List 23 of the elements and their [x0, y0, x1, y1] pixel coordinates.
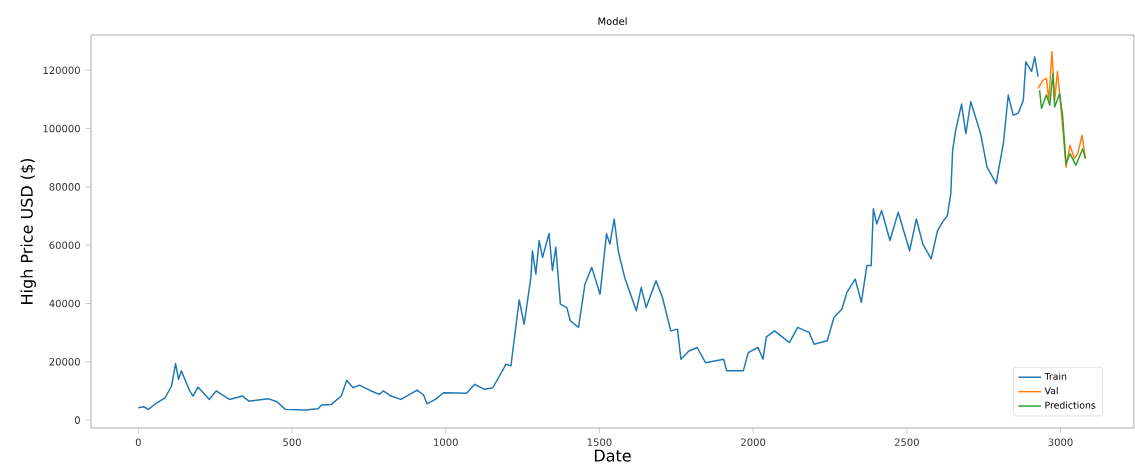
x-tick-label: 1000	[434, 438, 458, 446]
y-tick-label: 120000	[43, 66, 80, 75]
y-tick-label: 60000	[49, 241, 80, 249]
line-series	[1037, 50, 1087, 168]
x-axis-title: Date	[594, 449, 631, 462]
x-tick-label: 3000	[1048, 438, 1073, 446]
chart-title: Model	[598, 17, 627, 25]
line-series	[137, 56, 1039, 411]
y-tick-label: 100000	[43, 124, 80, 133]
x-tick-label: 500	[283, 438, 301, 446]
y-axis-title: High Price USD ($)	[20, 158, 36, 304]
x-tick-label: 2500	[894, 438, 919, 446]
y-tick-label: 20000	[49, 358, 80, 366]
legend-label: Train	[1044, 372, 1067, 380]
x-tick-label: 1500	[587, 438, 612, 446]
y-tick-label: 0	[74, 416, 80, 424]
legend-label: Predictions	[1045, 401, 1096, 409]
x-tick-label: 2000	[741, 438, 766, 446]
x-tick-label: 0	[135, 438, 141, 446]
line-series	[1038, 72, 1087, 167]
legend-label: Val	[1044, 387, 1058, 395]
y-tick-label: 80000	[49, 183, 80, 191]
y-tick-label: 40000	[49, 299, 80, 308]
